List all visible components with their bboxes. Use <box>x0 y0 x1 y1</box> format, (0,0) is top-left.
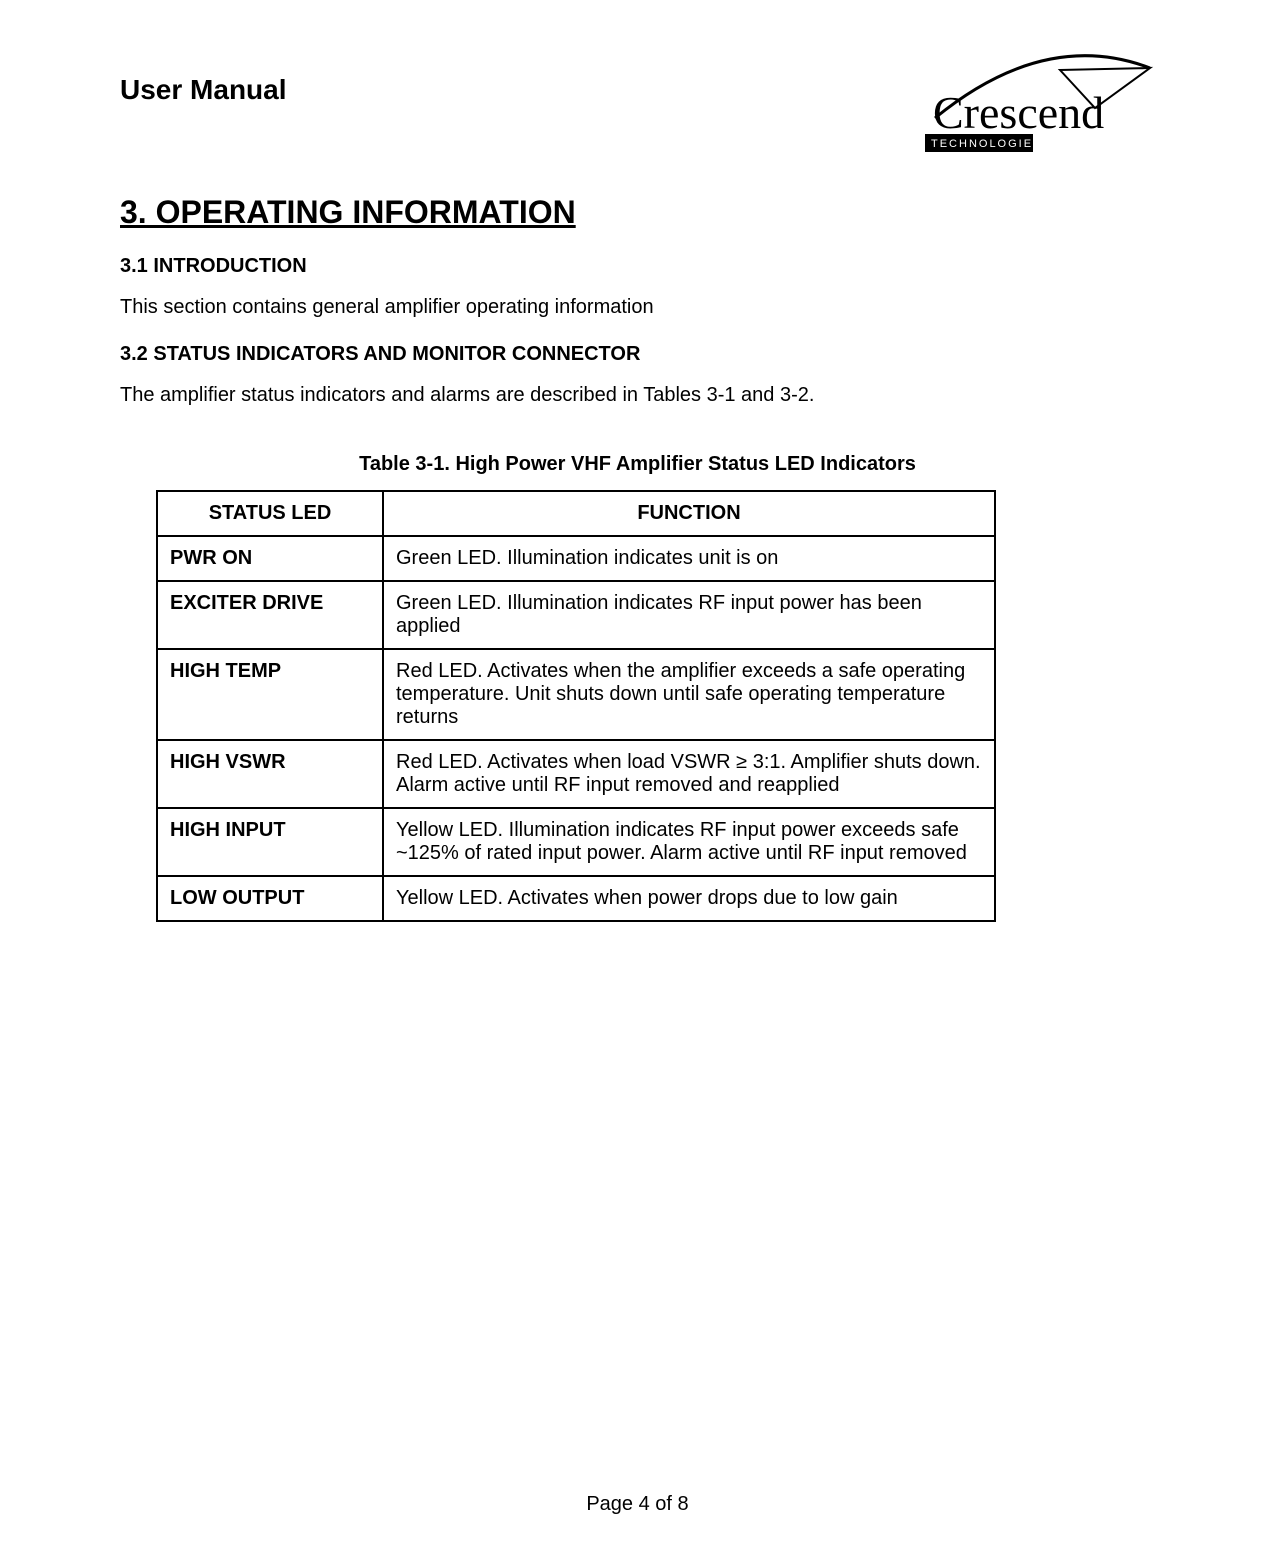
subsection-3-1-text: This section contains general amplifier … <box>120 294 1155 321</box>
table-row: EXCITER DRIVE Green LED. Illumination in… <box>157 581 995 649</box>
svg-text:TECHNOLOGIES: TECHNOLOGIES <box>931 138 1042 150</box>
subsection-3-2-title: 3.2 STATUS INDICATORS AND MONITOR CONNEC… <box>120 343 1155 366</box>
svg-text:Crescend: Crescend <box>933 87 1104 138</box>
cell-function: Green LED. Illumination indicates RF inp… <box>383 581 995 649</box>
status-led-table: STATUS LED FUNCTION PWR ON Green LED. Il… <box>156 490 996 922</box>
page-footer: Page 4 of 8 <box>0 1493 1275 1516</box>
cell-function: Yellow LED. Illumination indicates RF in… <box>383 808 995 876</box>
cell-function: Yellow LED. Activates when power drops d… <box>383 876 995 921</box>
page: User Manual Crescend TECHNOLOGIES 3. OPE… <box>0 0 1275 1552</box>
cell-led: PWR ON <box>157 536 383 581</box>
col-header-function: FUNCTION <box>383 491 995 536</box>
table-row: HIGH INPUT Yellow LED. Illumination indi… <box>157 808 995 876</box>
table-header-row: STATUS LED FUNCTION <box>157 491 995 536</box>
cell-function: Red LED. Activates when load VSWR ≥ 3:1.… <box>383 740 995 808</box>
table-row: PWR ON Green LED. Illumination indicates… <box>157 536 995 581</box>
table-row: LOW OUTPUT Yellow LED. Activates when po… <box>157 876 995 921</box>
brand-logo: Crescend TECHNOLOGIES <box>925 48 1155 158</box>
doc-title: User Manual <box>120 74 287 106</box>
table-row: HIGH VSWR Red LED. Activates when load V… <box>157 740 995 808</box>
crescend-logo-svg: Crescend TECHNOLOGIES <box>925 48 1155 158</box>
col-header-status-led: STATUS LED <box>157 491 383 536</box>
cell-led: EXCITER DRIVE <box>157 581 383 649</box>
subsection-3-1-title: 3.1 INTRODUCTION <box>120 255 1155 278</box>
cell-function: Red LED. Activates when the amplifier ex… <box>383 649 995 740</box>
cell-function: Green LED. Illumination indicates unit i… <box>383 536 995 581</box>
header: User Manual Crescend TECHNOLOGIES <box>120 48 1155 158</box>
table-row: HIGH TEMP Red LED. Activates when the am… <box>157 649 995 740</box>
cell-led: HIGH INPUT <box>157 808 383 876</box>
table-caption: Table 3-1. High Power VHF Amplifier Stat… <box>120 453 1155 476</box>
cell-led: LOW OUTPUT <box>157 876 383 921</box>
section-title: 3. OPERATING INFORMATION <box>120 194 1155 231</box>
cell-led: HIGH TEMP <box>157 649 383 740</box>
cell-led: HIGH VSWR <box>157 740 383 808</box>
subsection-3-2-text: The amplifier status indicators and alar… <box>120 382 1155 409</box>
